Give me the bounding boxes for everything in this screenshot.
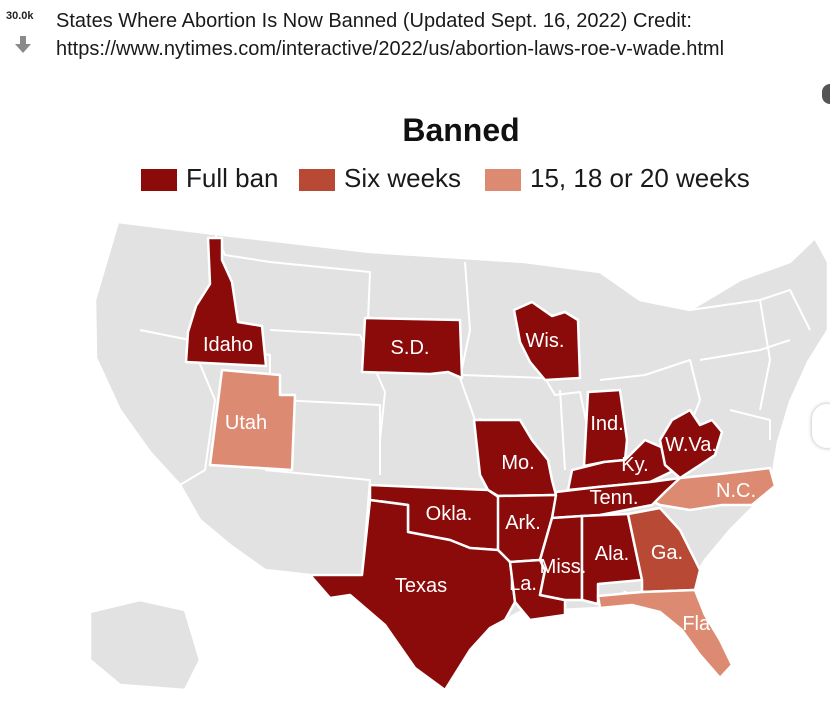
state-label-west-virginia: W.Va.: [665, 434, 717, 456]
state-label-indiana: Ind.: [590, 413, 623, 435]
state-label-arkansas: Ark.: [505, 512, 541, 534]
state-missouri: [472, 418, 558, 498]
state-labels: Idaho S.D. Wis. Utah Ind. Mo. Ky. W.Va. …: [203, 330, 756, 635]
state-label-florida: Fla.: [682, 613, 715, 635]
state-label-idaho: Idaho: [203, 334, 253, 356]
state-label-alabama: Ala.: [595, 543, 629, 565]
legend-label-full-ban: Full ban: [186, 163, 279, 193]
state-georgia: [626, 506, 702, 594]
state-label-tennessee: Tenn.: [590, 487, 639, 509]
post-title-line1: States Where Abortion Is Now Banned (Upd…: [56, 10, 692, 32]
state-south-dakota: [360, 316, 464, 380]
state-label-north-carolina: N.C.: [716, 480, 756, 502]
state-north-carolina: [648, 466, 777, 512]
state-wisconsin: [512, 300, 582, 382]
state-label-south-dakota: S.D.: [391, 337, 430, 359]
state-label-wisconsin: Wis.: [526, 330, 565, 352]
state-label-louisiana: La.: [509, 573, 537, 595]
map-title: Banned: [402, 112, 520, 148]
state-label-georgia: Ga.: [651, 542, 683, 564]
state-idaho: [184, 236, 268, 368]
state-label-oklahoma: Okla.: [426, 503, 473, 525]
state-label-mississippi: Miss.: [540, 556, 587, 578]
state-west-virginia: [658, 408, 724, 480]
legend-swatch-full-ban: [141, 169, 177, 191]
state-utah: [208, 368, 297, 472]
state-label-texas: Texas: [395, 575, 447, 597]
scroll-indicator: [822, 84, 830, 104]
alaska-shape: [88, 598, 202, 692]
state-label-kentucky: Ky.: [621, 454, 648, 476]
downvote-arrow-icon[interactable]: [14, 36, 32, 54]
state-label-missouri: Mo.: [501, 452, 534, 474]
post-header: 30.0k States Where Abortion Is Now Banne…: [0, 0, 830, 60]
legend-swatch-15-20-weeks: [485, 169, 521, 191]
legend-swatch-six-weeks: [299, 169, 335, 191]
post-title[interactable]: States Where Abortion Is Now Banned (Upd…: [56, 7, 826, 63]
post-title-link[interactable]: https://www.nytimes.com/interactive/2022…: [56, 38, 725, 60]
next-image-button[interactable]: [812, 404, 830, 448]
map-legend: Full ban Six weeks 15, 18 or 20 weeks: [0, 162, 830, 196]
legend-label-six-weeks: Six weeks: [344, 163, 462, 193]
state-florida: [596, 588, 734, 680]
state-texas: [308, 498, 517, 692]
legend-label-15-20-weeks: 15, 18 or 20 weeks: [530, 163, 750, 193]
state-label-utah: Utah: [225, 412, 267, 434]
vote-count: 30.0k: [6, 10, 34, 22]
